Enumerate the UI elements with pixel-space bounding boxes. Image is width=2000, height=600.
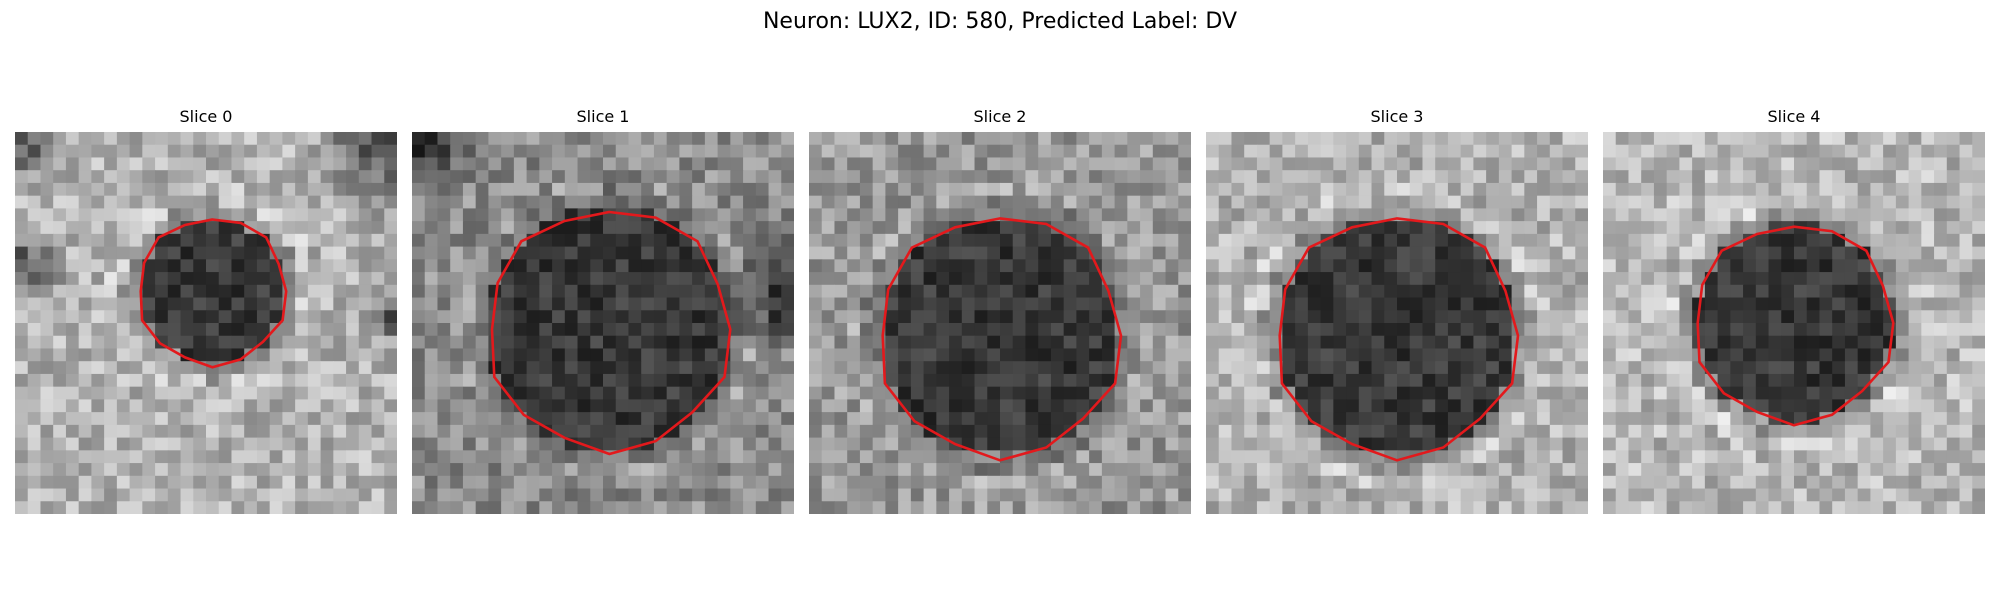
slice-image [1603,132,1985,514]
slice-panel-0: Slice 0 [15,106,397,514]
cell-contour [881,217,1123,462]
cell-contour [1278,217,1520,462]
cell-contour [139,218,288,369]
slice-panel-4: Slice 4 [1603,106,1985,514]
slice-panel-2: Slice 2 [809,106,1191,514]
slice-title: Slice 3 [1370,107,1424,126]
slice-image [809,132,1191,514]
slice-image [1206,132,1588,514]
slice-title: Slice 0 [179,107,233,126]
figure-title: Neuron: LUX2, ID: 580, Predicted Label: … [762,9,1238,34]
slice-panel-1: Slice 1 [412,106,794,514]
slice-image [15,132,397,514]
slice-image [412,132,794,514]
slice-title: Slice 1 [576,107,630,126]
slice-panel-3: Slice 3 [1206,106,1588,514]
cell-contour [490,210,732,456]
cell-contour [1696,225,1895,427]
slice-title: Slice 4 [1767,107,1821,126]
slice-title: Slice 2 [973,107,1027,126]
